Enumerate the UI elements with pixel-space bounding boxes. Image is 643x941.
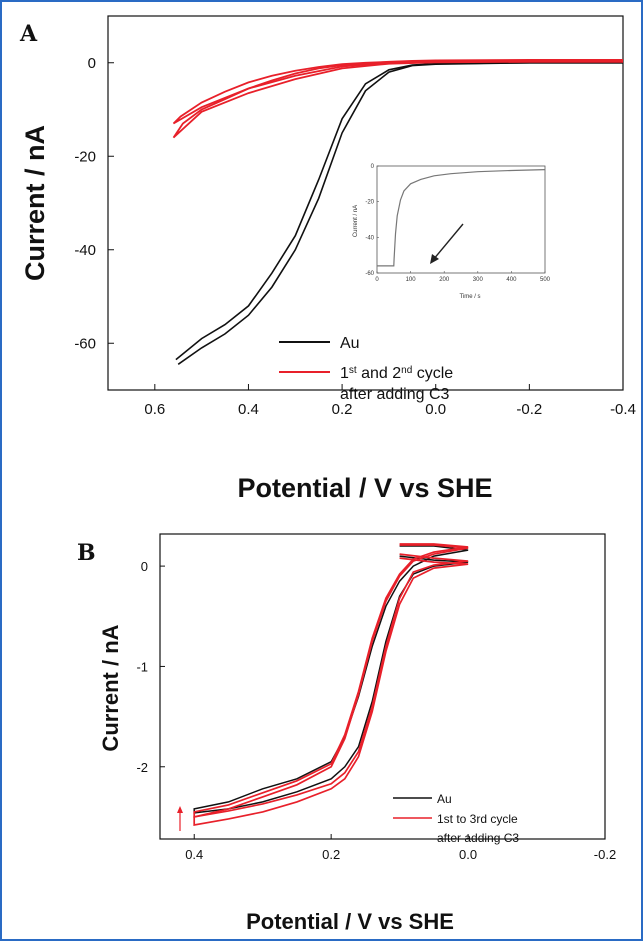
y-tick-label: -40 (74, 242, 96, 259)
x-tick-label: 0.0 (459, 847, 477, 862)
x-tick-label: 0.4 (185, 847, 203, 862)
panel-b-letter: B (77, 540, 96, 566)
panel-b-x-ticks: 0.4 0.2 0.0 -0.2 (185, 834, 616, 862)
x-tick-label: 0.0 (425, 401, 446, 418)
panel-a-legend: Au 1st and 2nd cycle after adding C3 (279, 335, 453, 403)
y-tick-label: 0 (88, 55, 96, 72)
x-tick-label: 0.6 (144, 401, 165, 418)
panel-a-letter: A (19, 21, 38, 47)
panel-a-plot-frame (107, 15, 624, 391)
x-tick-label: 0.4 (238, 401, 259, 418)
x-tick-label: 0.2 (332, 401, 353, 418)
y-tick-label: -2 (136, 760, 148, 775)
inset-y-tick-label: -60 (365, 271, 374, 277)
series-au-reverse-line (175, 62, 623, 361)
legend-b-label-c3-line2: after adding C3 (437, 831, 519, 845)
inset-y-tick-label: -40 (365, 235, 374, 241)
inset-x-axis-title: Time / s (459, 294, 480, 300)
legend-a-label-au: Au (340, 335, 360, 352)
inset-y-axis-title: Current / nA (353, 205, 359, 237)
inset-plot-frame (376, 165, 546, 274)
inset-x-tick-label: 200 (439, 277, 450, 283)
inset-x-tick-label: 400 (506, 277, 517, 283)
legend-a-label-c3-line2: after adding C3 (340, 386, 450, 403)
inset-x-tick-label: 500 (540, 277, 551, 283)
inset-series-line (377, 169, 546, 267)
panel-b-y-axis-title: Current / nA (98, 624, 123, 751)
series-c3-cycle-2-line (193, 543, 469, 818)
inset-ticks: 0 100 200 300 400 500 0 -20 -40 -60 (365, 164, 550, 283)
inset-arrow-head (430, 254, 439, 264)
legend-b-label-au: Au (437, 792, 452, 806)
panel-a-series (172, 59, 623, 365)
inset-x-tick-label: 100 (406, 277, 417, 283)
panel-b-legend: Au 1st to 3rd cycle after adding C3 (393, 792, 519, 845)
y-tick-label: -20 (74, 148, 96, 165)
series-c3-cycle-2-line (172, 59, 623, 125)
inset-x-tick-label: 0 (375, 277, 379, 283)
y-tick-label: -60 (74, 335, 96, 352)
x-tick-label: -0.2 (594, 847, 616, 862)
x-tick-label: -0.2 (516, 401, 542, 418)
panel-a: A 0.6 0.4 0.2 0.0 -0.2 -0.4 0 -20 -40 -60 Potent… (19, 15, 636, 503)
y-tick-label: 0 (141, 559, 148, 574)
legend-b-label-c3-line1: 1st to 3rd cycle (437, 812, 518, 826)
series-au-cycle-1-line (193, 545, 469, 814)
panel-b-y-ticks: 0 -1 -2 (136, 559, 165, 775)
panel-b-series (193, 543, 469, 827)
panel-b: B 0.4 0.2 0.0 -0.2 0 -1 -2 Potential / V vs S… (77, 533, 616, 934)
panel-b-red-arrow-head (177, 806, 183, 813)
inset-arrow (432, 223, 464, 261)
x-tick-label: -0.4 (610, 401, 636, 418)
panel-b-plot-frame (159, 533, 606, 840)
inset-y-tick-label: 0 (371, 164, 375, 170)
series-c3-cycle-1-line (172, 59, 623, 139)
inset-y-tick-label: -20 (365, 200, 374, 206)
series-c3-cycle-1-line (193, 544, 469, 827)
panel-a-x-axis-title: Potential / V vs SHE (237, 473, 492, 503)
panel-a-inset: 0 100 200 300 400 500 0 -20 -40 -60 Time / s Curr… (353, 164, 551, 300)
x-tick-label: 0.2 (322, 847, 340, 862)
panel-a-y-axis-title: Current / nA (20, 125, 50, 281)
panel-a-x-ticks: 0.6 0.4 0.2 0.0 -0.2 -0.4 (144, 384, 636, 418)
inset-x-tick-label: 300 (473, 277, 484, 283)
legend-a-label-c3-line1: 1st and 2nd cycle (340, 365, 453, 383)
panel-b-x-axis-title: Potential / V vs SHE (246, 909, 454, 934)
panel-a-y-ticks: 0 -20 -40 -60 (74, 55, 114, 352)
y-tick-label: -1 (136, 659, 148, 674)
